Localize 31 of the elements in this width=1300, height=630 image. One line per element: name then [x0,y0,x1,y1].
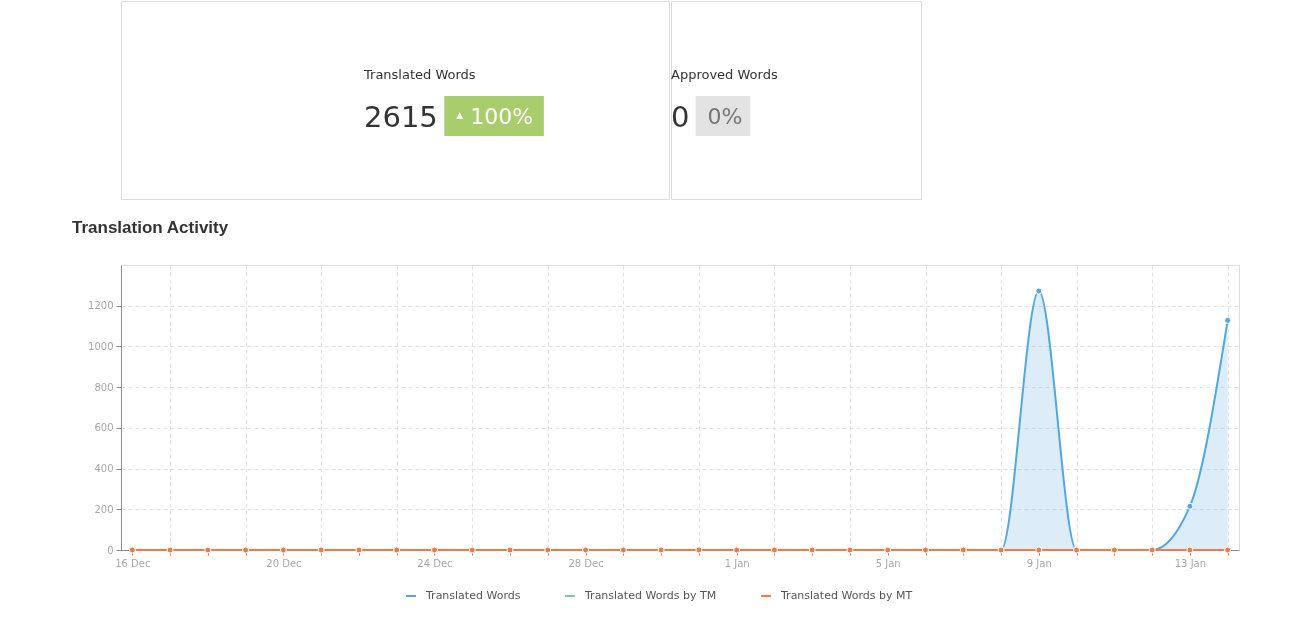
point [1224,546,1232,554]
y-tick-label: 600 [94,422,114,434]
chart-title: Translation Activity [72,218,229,237]
point [1224,316,1232,324]
legend-label: Translated Words by MT [780,589,913,602]
x-tick-label: 20 Dec [266,557,302,569]
x-tick-label: 13 Jan [1174,557,1207,569]
point [1186,546,1194,554]
y-tick-label: 0 [107,544,114,556]
text: Translated Words [363,67,476,82]
point [1035,287,1043,295]
legend-label: Translated Words [425,589,521,602]
text: 2615 [364,100,438,134]
x-tick-label: 28 Dec [568,557,604,569]
y-tick-label: 200 [94,503,114,515]
x-tick-label: 9 Jan [1026,557,1052,569]
point [1186,502,1194,510]
text: ▲ 100% [456,104,534,129]
y-tick-label: 400 [94,463,114,475]
text: Approved Words [671,67,778,82]
text: 0% [707,104,743,129]
y-tick-label: 1000 [88,340,114,352]
x-tick-label: 24 Dec [417,557,453,569]
x-tick-label: 5 Jan [875,557,901,569]
point [1035,546,1043,554]
text: 0 [671,100,690,134]
y-tick-label: 800 [94,381,114,393]
x-tick-label: 1 Jan [724,557,750,569]
legend-label: Translated Words by TM [584,589,717,602]
y-tick-label: 1200 [88,300,114,312]
x-tick-label: 16 Dec [115,557,151,569]
